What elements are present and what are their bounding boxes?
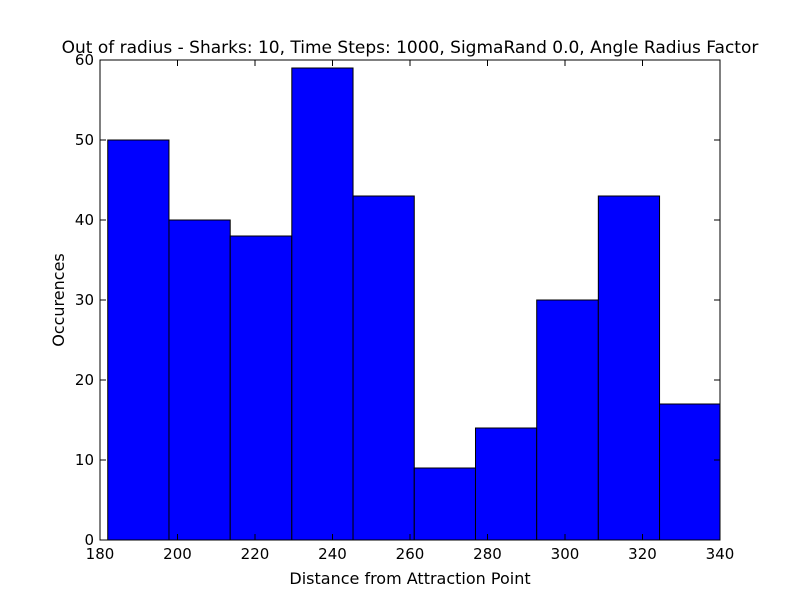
y-tick-label-40: 40 [75,211,94,229]
x-tick-label-180: 180 [86,545,115,563]
y-axis-label: Occurences [49,253,68,347]
x-tick-label-300: 300 [551,545,580,563]
y-tick-label-20: 20 [75,371,94,389]
y-tick-label-30: 30 [75,291,94,309]
x-tick-label-320: 320 [628,545,657,563]
x-tick-label-220: 220 [241,545,270,563]
histogram-bar-3 [229,235,293,541]
histogram-bar-2 [168,219,231,541]
x-tick-label-260: 260 [396,545,425,563]
y-tick-label-50: 50 [75,131,94,149]
histogram-bar-7 [474,427,538,541]
x-axis-ticks: 180 200 220 240 260 280 300 320 340 [86,60,735,563]
bars-group [107,67,721,541]
y-tick-label-10: 10 [75,451,94,469]
y-tick-label-0: 0 [84,531,94,549]
x-tick-label-200: 200 [163,545,192,563]
histogram-bar-5 [352,195,415,541]
x-axis-label: Distance from Attraction Point [289,569,530,588]
histogram-bar-4 [291,67,354,541]
x-tick-label-240: 240 [318,545,347,563]
y-tick-label-60: 60 [75,51,94,69]
histogram-bar-10 [659,403,721,541]
x-tick-label-280: 280 [473,545,502,563]
histogram-bar-8 [536,299,599,541]
y-axis-ticks: 0 10 20 30 40 50 60 [75,51,720,549]
histogram-bar-1 [107,139,170,541]
x-tick-label-340: 340 [706,545,735,563]
chart-title: Out of radius - Sharks: 10, Time Steps: … [62,38,759,58]
histogram-bar-9 [597,195,661,541]
histogram-bar-6 [413,467,476,541]
